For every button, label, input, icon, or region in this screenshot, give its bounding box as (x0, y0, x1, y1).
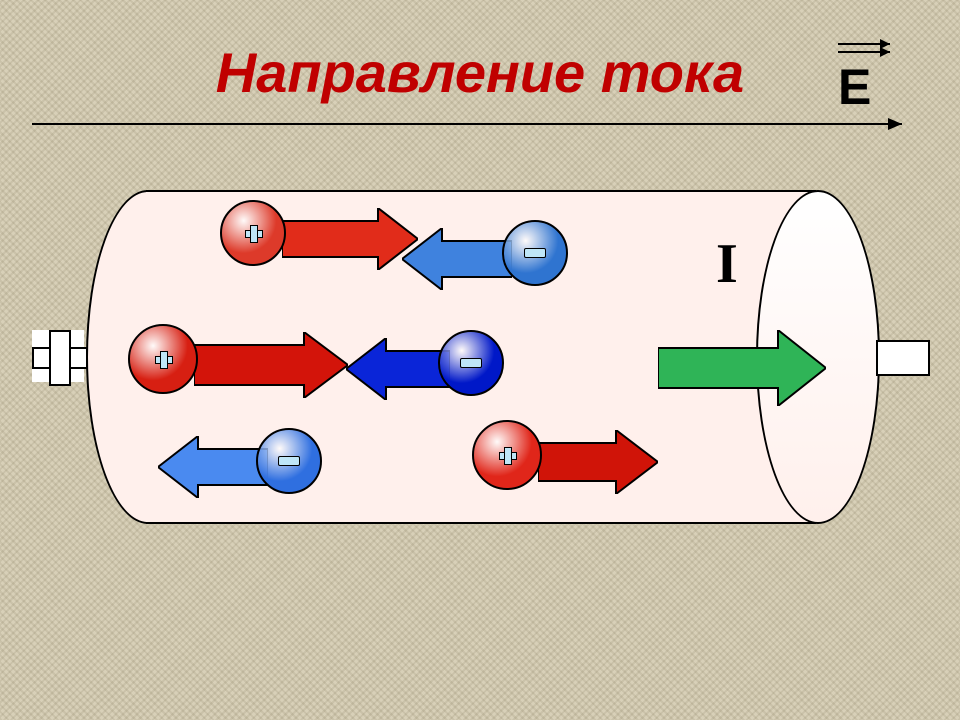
minus-icon (438, 330, 504, 396)
minus-icon (256, 428, 322, 494)
particles-layer (0, 0, 960, 720)
motion-arrow (282, 208, 418, 270)
motion-arrow (538, 430, 658, 494)
motion-arrow (402, 228, 512, 290)
motion-arrow (346, 338, 450, 400)
diagram-canvas: Направление тока E I (0, 0, 960, 720)
plus-icon (128, 324, 198, 394)
plus-icon (220, 200, 286, 266)
motion-arrow (158, 436, 268, 498)
plus-icon (472, 420, 542, 490)
minus-icon (502, 220, 568, 286)
motion-arrow (194, 332, 348, 398)
